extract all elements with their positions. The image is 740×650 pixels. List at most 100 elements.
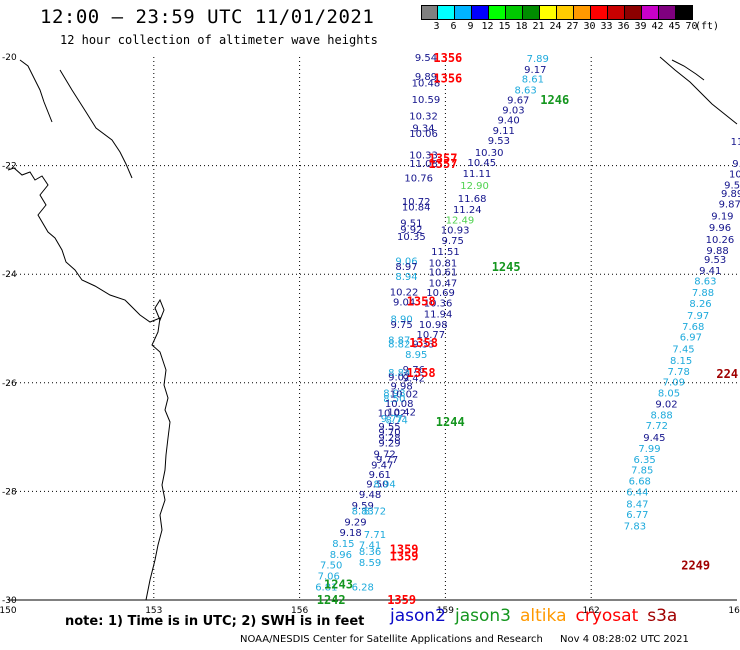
swh-value: 8.61 xyxy=(522,75,544,86)
legend-label-36: 36 xyxy=(617,21,630,32)
swh-value: 7.78 xyxy=(668,367,690,378)
legend-label-18: 18 xyxy=(515,21,528,32)
swh-value: 10.98 xyxy=(419,320,448,331)
swh-value: 9.50 xyxy=(366,479,388,490)
swh-value: 7.89 xyxy=(527,54,549,65)
y-tick-label: -20 xyxy=(2,53,17,63)
swh-value: 9.75 xyxy=(391,320,413,331)
legend-label-21: 21 xyxy=(532,21,545,32)
new-caledonia-coast xyxy=(659,56,738,125)
footer-note: note: 1) Time is in UTC; 2) SWH is in fe… xyxy=(65,614,365,629)
legend-swatch-39 xyxy=(625,5,642,20)
swh-value: 10.47 xyxy=(429,278,458,289)
y-tick-label: -24 xyxy=(2,270,17,280)
legend-label-30: 30 xyxy=(583,21,596,32)
reef-coast xyxy=(19,59,133,179)
legend-label-70: 70 xyxy=(685,21,698,32)
swh-value: 9.51 xyxy=(400,219,422,230)
swh-value: 9.53 xyxy=(488,136,510,147)
swh-value: 9.03 xyxy=(502,106,524,117)
swh-value: 9.59 xyxy=(352,501,374,512)
legend-swatch-36 xyxy=(608,5,625,20)
swh-value: 6.35 xyxy=(634,455,656,466)
swh-value: 8.63 xyxy=(694,277,716,288)
x-tick-label: 153 xyxy=(145,606,162,616)
swh-value: 8.26 xyxy=(689,299,711,310)
swh-value: 7.71 xyxy=(364,530,386,541)
color-legend: 3 6 9 12 15 18 21 24 27 30 33 36 39 42 45 70 (ft) xyxy=(421,5,719,34)
fraser-island-coast xyxy=(154,298,165,322)
legend-label-3: 3 xyxy=(433,21,440,32)
swh-value: 8.36 xyxy=(359,547,381,558)
swh-value: 7.45 xyxy=(672,345,694,356)
y-tick-label: -30 xyxy=(2,596,17,606)
swh-value: 10.42 xyxy=(387,408,416,419)
swh-value: 9.02 xyxy=(655,399,677,410)
swh-value: 9.67 xyxy=(507,95,529,106)
legend-label-15: 15 xyxy=(498,21,511,32)
swh-value: 9.42 xyxy=(403,373,425,384)
swh-value: 8.82 xyxy=(388,340,410,351)
swh-value: 11.08 xyxy=(409,159,438,170)
swh-value: 9.70 xyxy=(378,428,400,439)
swh-value: 10.35 xyxy=(397,232,426,243)
swh-value: 8.15 xyxy=(332,539,354,550)
swh-value: 7.83 xyxy=(624,522,646,533)
swh-value: 9.34 xyxy=(412,124,434,135)
swh-value: 8.98 xyxy=(383,389,405,400)
track-number: 1358 xyxy=(407,366,436,380)
track-number: 1245 xyxy=(492,260,521,274)
track-number: 1244 xyxy=(436,415,465,429)
track-number: 1359 xyxy=(387,593,416,607)
swh-value: 7.09 xyxy=(663,378,685,389)
swh-value: 7.88 xyxy=(692,288,714,299)
swh-value: 10.33 xyxy=(409,151,438,162)
swh-value: 7.50 xyxy=(320,561,342,572)
swh-value: 9.72 xyxy=(374,449,396,460)
legend-label-45: 45 xyxy=(668,21,681,32)
satellite-jason2: jason2 xyxy=(390,606,446,626)
swh-value: 10.48 xyxy=(412,79,441,90)
swh-value: 10.76 xyxy=(404,174,433,185)
swh-value: 8.83 xyxy=(352,506,374,517)
swh-value: 11.51 xyxy=(431,247,460,258)
swh-value: 8.72 xyxy=(364,506,386,517)
swh-value: 7.72 xyxy=(646,421,668,432)
swh-value: 9.19 xyxy=(711,212,733,223)
swh-value: 9.53 xyxy=(704,255,726,266)
track-number: 1243 xyxy=(324,578,353,592)
track-number: 1356 xyxy=(433,51,462,65)
legend-label-39: 39 xyxy=(634,21,647,32)
swh-value: 8.50 xyxy=(383,394,405,405)
legend-swatch-21 xyxy=(523,5,540,20)
chart-title: 12:00 — 23:59 UTC 11/01/2021 xyxy=(40,6,375,28)
swh-value: 10.45 xyxy=(468,158,497,169)
swh-value: 6.68 xyxy=(629,477,651,488)
swh-value: 9.89 xyxy=(415,72,437,83)
satellite-s3a: s3a xyxy=(647,606,678,626)
swh-value: 9.75 xyxy=(442,236,464,247)
swh-value: 7.99 xyxy=(638,444,660,455)
swh-value: 10.26 xyxy=(706,235,735,246)
legend-swatch-18 xyxy=(506,5,523,20)
swh-value: 10.02 xyxy=(378,409,407,420)
swh-value: 7.06 xyxy=(318,572,340,583)
swh-value: 8.87 xyxy=(388,335,410,346)
satellite-jason3: jason3 xyxy=(455,606,511,626)
swh-value: 10.06 xyxy=(409,129,438,140)
swh-value: 6.97 xyxy=(680,333,702,344)
swh-value: 6.81 xyxy=(315,582,337,593)
swh-value: 8.15 xyxy=(670,356,692,367)
legend-swatch-70 xyxy=(676,5,693,20)
swh-value: 9.77 xyxy=(376,455,398,466)
swh-value: 10.59 xyxy=(412,95,441,106)
swh-value: 7.68 xyxy=(682,322,704,333)
swh-value: 12.90 xyxy=(460,181,489,192)
swh-value: 8.74 xyxy=(386,416,408,427)
legend-swatch-9 xyxy=(455,5,472,20)
swh-value: 10.72 xyxy=(402,197,431,208)
swh-value: 8.05 xyxy=(658,389,680,400)
satellite-legend: jason2 jason3 altika cryosat s3a xyxy=(390,606,677,626)
x-tick-label: 165 xyxy=(728,606,740,616)
